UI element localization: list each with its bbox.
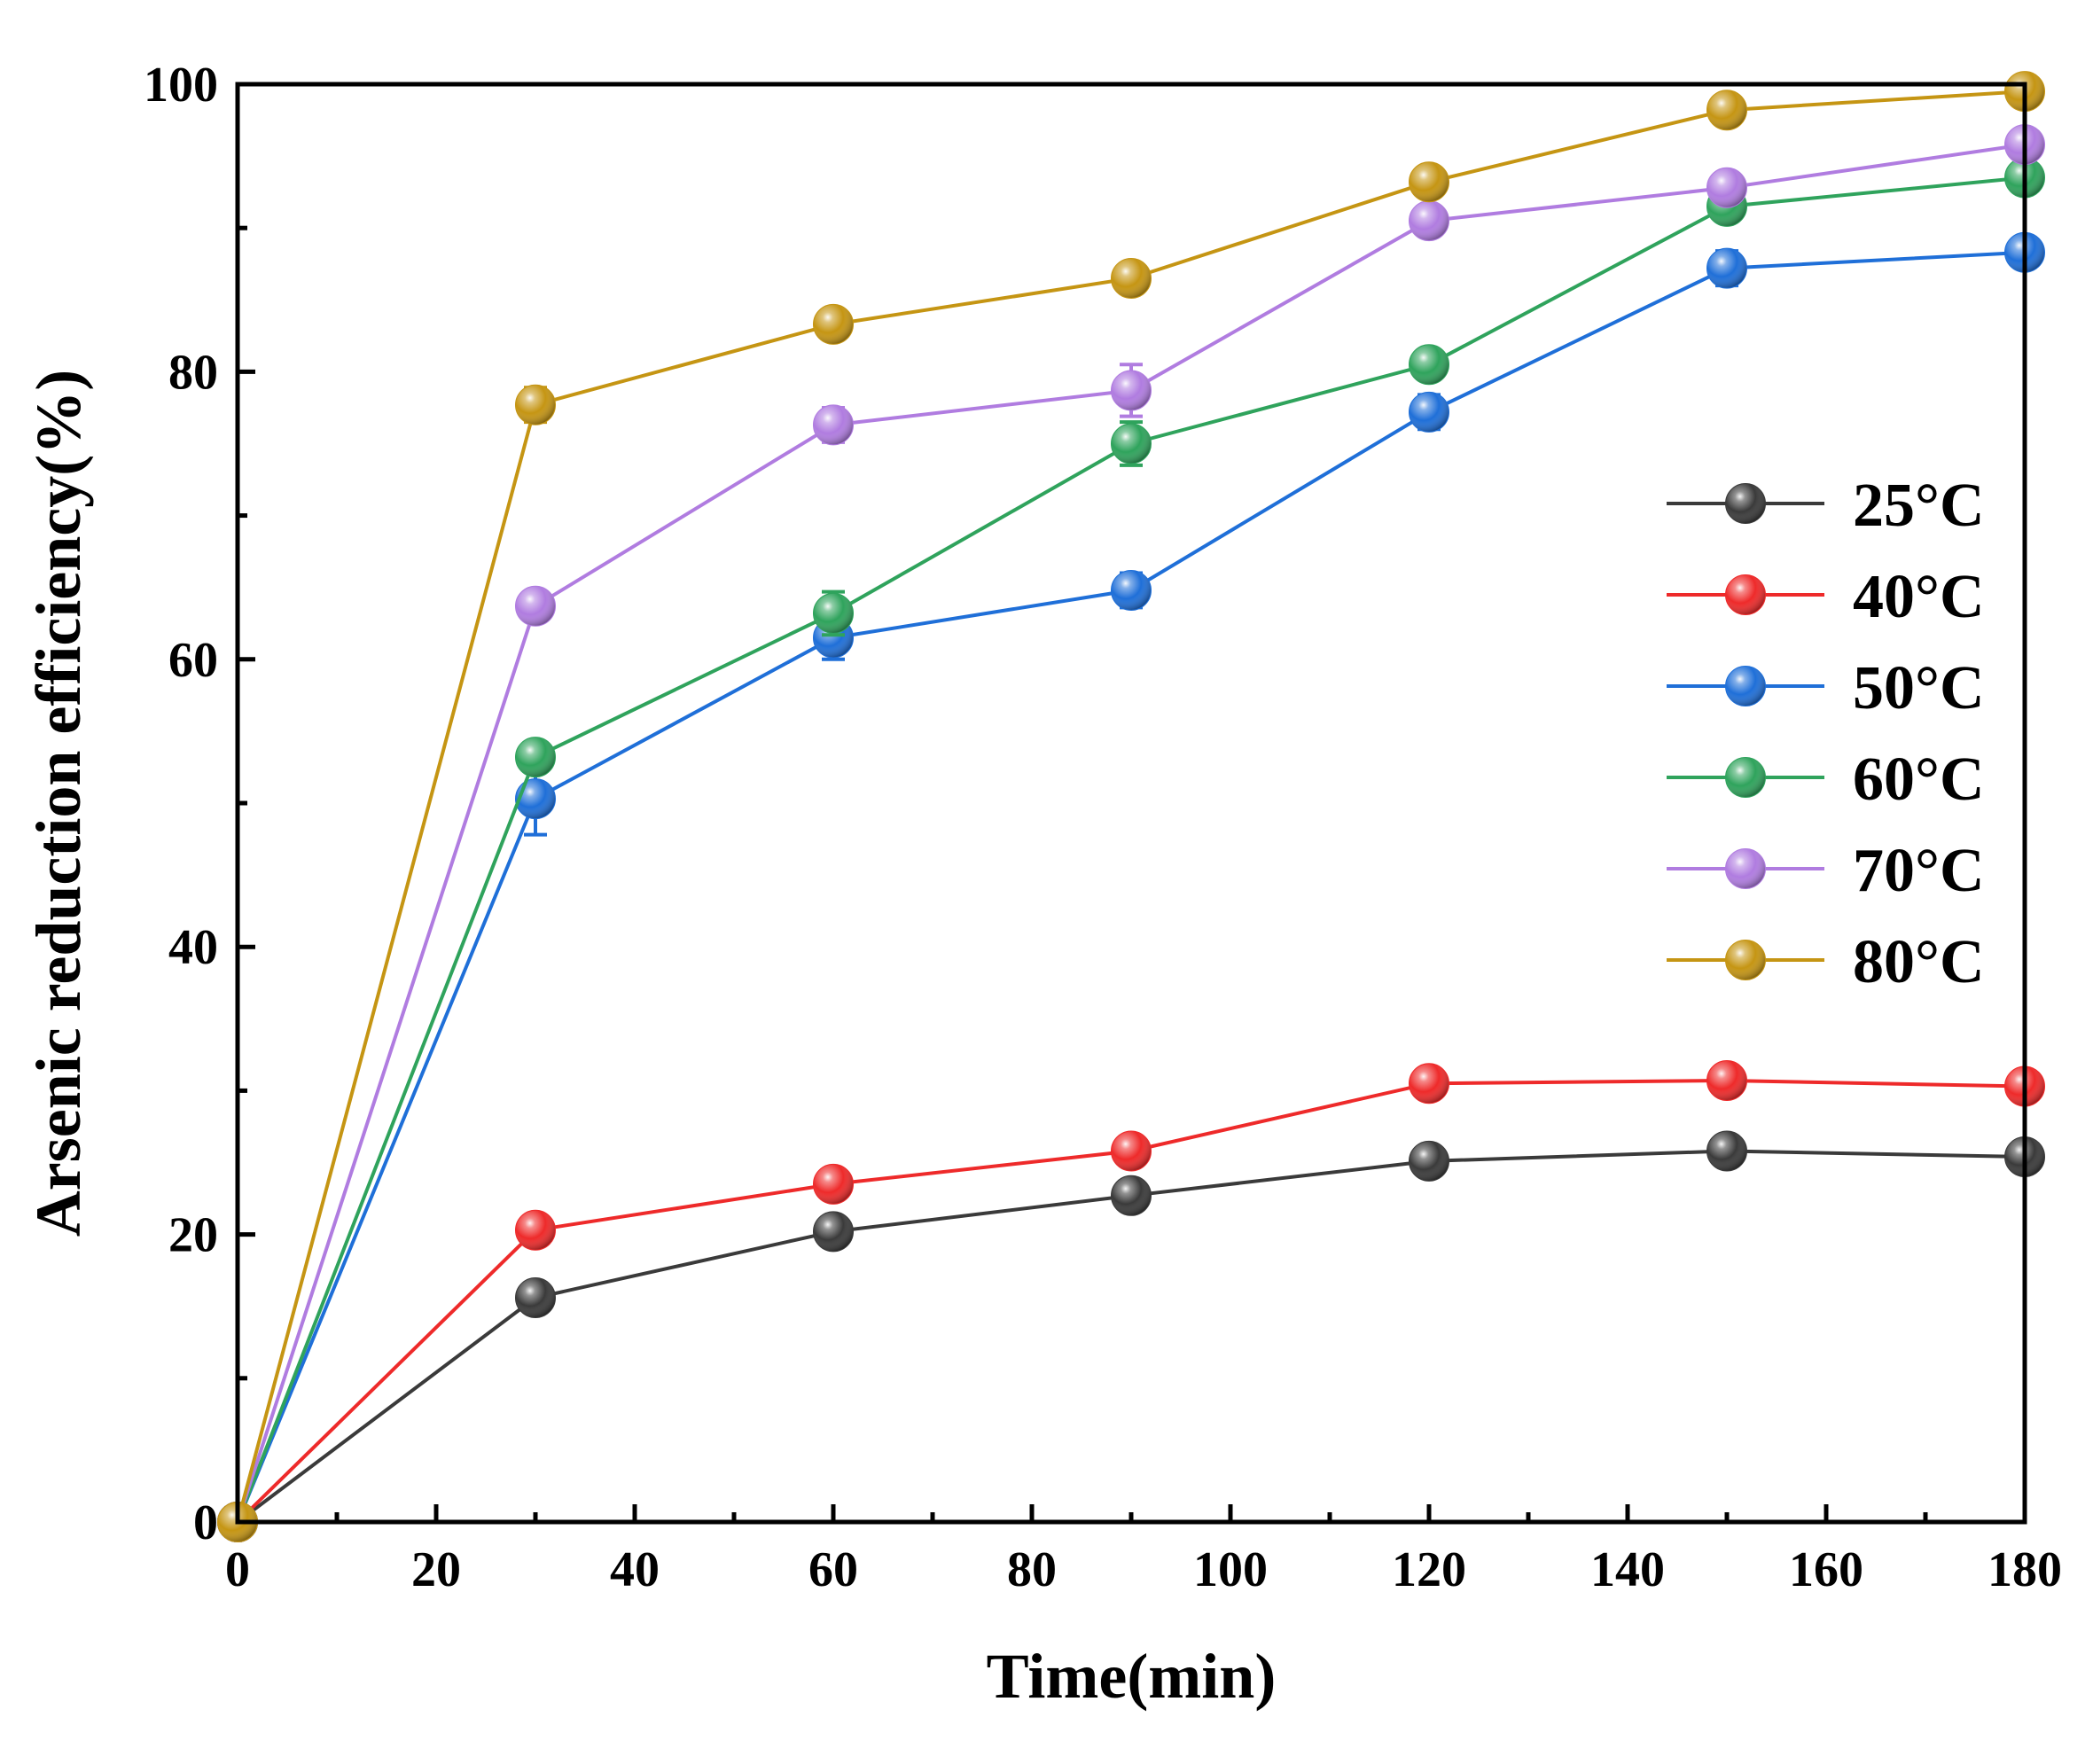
x-tick-label: 60: [808, 1542, 858, 1597]
legend-marker: [1725, 666, 1766, 706]
x-tick-label: 140: [1590, 1542, 1665, 1597]
data-point: [1409, 344, 1449, 386]
legend-marker: [1725, 848, 1766, 889]
data-point: [1409, 1063, 1449, 1104]
legend-label: 40°C: [1853, 563, 1985, 631]
legend-label: 80°C: [1853, 928, 1985, 996]
axes: 0 20 40 60 80 100 120 140 160 180 0 20 40 60 80 100 Time…: [23, 58, 2062, 1712]
legend-marker: [1725, 574, 1766, 615]
series-line: [236, 90, 2026, 1523]
series-5: [217, 71, 2045, 1542]
data-point: [515, 384, 556, 425]
data-point: [1706, 1060, 1747, 1102]
y-tick-label: 80: [168, 345, 218, 400]
x-tick-label: 20: [411, 1542, 461, 1597]
legend-label: 50°C: [1853, 654, 1985, 722]
data-point: [1706, 167, 1747, 208]
x-tick-label: 80: [1007, 1542, 1057, 1597]
legend-label: 60°C: [1853, 745, 1985, 814]
y-tick-label: 60: [168, 633, 218, 688]
y-tick-label: 0: [193, 1495, 218, 1550]
x-tick-label: 120: [1392, 1542, 1466, 1597]
data-point: [1409, 1140, 1449, 1182]
data-point: [1706, 90, 1747, 131]
legend-entry: 25°C: [1667, 472, 1985, 540]
data-point: [515, 585, 556, 627]
series-1: [217, 1060, 2045, 1542]
data-point: [1111, 370, 1152, 411]
data-point: [813, 404, 854, 446]
y-tick-label: 40: [168, 920, 218, 975]
legend-entry: 60°C: [1667, 745, 1985, 814]
data-point: [1409, 391, 1449, 433]
legend-marker: [1725, 483, 1766, 524]
data-point: [515, 1209, 556, 1251]
x-tick-label: 40: [610, 1542, 660, 1597]
series-4: [217, 124, 2045, 1542]
series-0: [217, 1130, 2045, 1542]
legend-entry: 80°C: [1667, 928, 1985, 996]
x-tick-label: 100: [1193, 1542, 1268, 1597]
legend-entry: 40°C: [1667, 563, 1985, 631]
x-axis-title: Time(min): [987, 1641, 1277, 1712]
x-tick-label: 180: [1988, 1542, 2062, 1597]
x-tick-label: 0: [225, 1542, 250, 1597]
data-point: [1111, 257, 1152, 299]
data-point: [813, 303, 854, 345]
plot-frame: [235, 82, 2027, 1525]
legend-marker: [1725, 940, 1766, 980]
data-point: [1706, 247, 1747, 289]
data-point: [1111, 569, 1152, 611]
data-point: [1111, 1130, 1152, 1172]
y-tick-label: 20: [168, 1208, 218, 1263]
data-point: [1111, 423, 1152, 464]
data-point: [515, 737, 556, 778]
data-point: [515, 1276, 556, 1318]
y-tick-label: 100: [144, 58, 218, 113]
legend-marker: [1725, 757, 1766, 798]
data-point: [515, 778, 556, 820]
y-axis-title: Arsenic reduction efficiency(%): [23, 370, 94, 1237]
legend-label: 25°C: [1853, 472, 1985, 540]
legend-entry: 50°C: [1667, 654, 1985, 722]
data-point: [813, 1163, 854, 1205]
legend-entry: 70°C: [1667, 837, 1985, 905]
legend-label: 70°C: [1853, 837, 1985, 905]
data-point: [1409, 161, 1449, 203]
data-point: [813, 592, 854, 634]
data-point: [1111, 1175, 1152, 1216]
plot-area: [217, 71, 2045, 1542]
legend: 25°C 40°C 50°C 60°C 70°C 80°C: [1667, 472, 1985, 996]
data-point: [1409, 200, 1449, 242]
x-tick-label: 160: [1789, 1542, 1863, 1597]
data-point: [813, 1211, 854, 1253]
data-point: [1706, 1130, 1747, 1172]
